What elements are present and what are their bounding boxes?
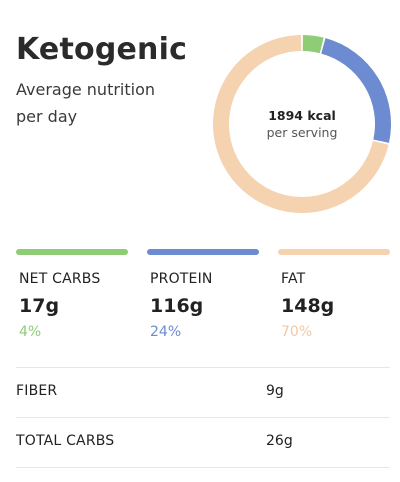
page-subtitle: Average nutrition per day	[16, 80, 156, 126]
protein-percent: 24%	[150, 324, 182, 340]
net-carbs-percent: 4%	[19, 324, 42, 340]
fat-amount: 148g	[281, 295, 335, 317]
donut-slice-fat	[213, 35, 389, 213]
donut-slice-protein	[321, 38, 391, 143]
calories-note: per serving	[266, 124, 338, 140]
protein-bar	[147, 249, 259, 255]
donut-svg	[213, 35, 391, 213]
donut-slice-net-carbs	[302, 35, 324, 54]
total-carbs-value: 26g	[266, 433, 293, 449]
table-row-total-carbs: TOTAL CARBS 26g	[16, 417, 390, 468]
calories-value: 1894 kcal	[268, 107, 336, 123]
fat-bar	[278, 249, 390, 255]
macro-net-carbs: NET CARBS 17g 4%	[16, 249, 128, 342]
macro-protein: PROTEIN 116g 24%	[147, 249, 259, 342]
fiber-value: 9g	[266, 383, 284, 399]
net-carbs-bar	[16, 249, 128, 255]
nutrition-details-table: FIBER 9g TOTAL CARBS 26g	[16, 367, 390, 468]
macro-fat: FAT 148g 70%	[278, 249, 390, 342]
page-title: Ketogenic	[16, 32, 188, 67]
macro-donut-chart: 1894 kcal per serving	[212, 34, 392, 214]
fat-percent: 70%	[281, 324, 313, 340]
donut-center: 1894 kcal per serving	[212, 34, 392, 214]
table-row-fiber: FIBER 9g	[16, 367, 390, 417]
net-carbs-label: NET CARBS	[19, 271, 101, 287]
fat-label: FAT	[281, 271, 306, 287]
protein-amount: 116g	[150, 295, 204, 317]
protein-label: PROTEIN	[150, 271, 213, 287]
total-carbs-label: TOTAL CARBS	[16, 433, 115, 449]
fiber-label: FIBER	[16, 383, 58, 399]
macro-breakdown: NET CARBS 17g 4% PROTEIN 116g 24% FAT 14…	[16, 249, 390, 342]
net-carbs-amount: 17g	[19, 295, 60, 317]
